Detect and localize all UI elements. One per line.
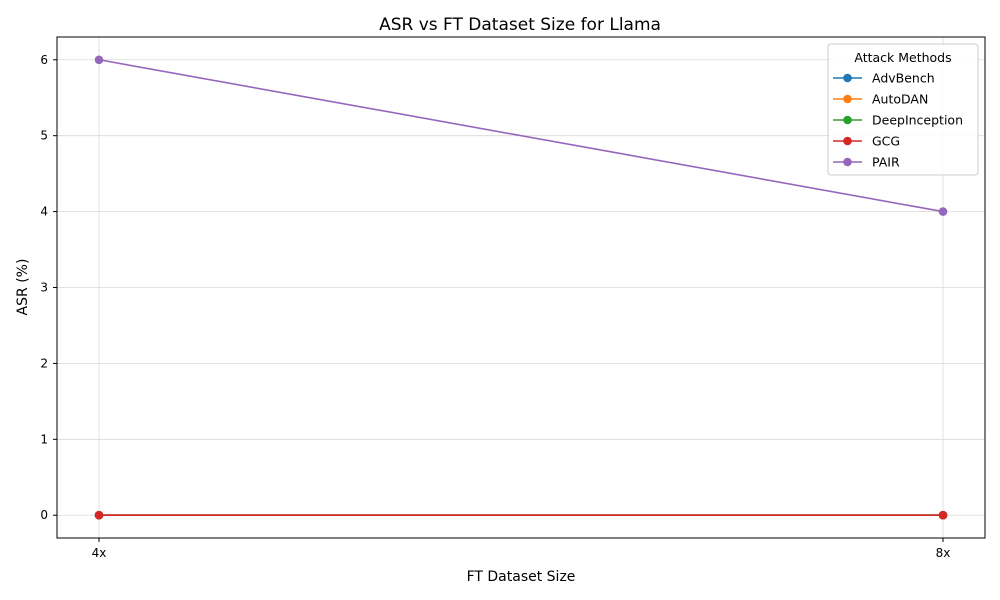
legend: Attack Methods AdvBench AutoDAN DeepIncept… xyxy=(827,43,979,176)
legend-marker-deepinception xyxy=(843,115,852,125)
y-axis-title: ASR (%) xyxy=(15,259,31,316)
legend-item-advbench: AdvBench xyxy=(833,71,935,86)
chart-title: ASR vs FT Dataset Size for Llama xyxy=(379,15,661,35)
x-axis: 4x 8x xyxy=(92,538,951,560)
legend-item-autodan: AutoDAN xyxy=(833,92,928,107)
series-gcg xyxy=(94,510,948,520)
legend-title: Attack Methods xyxy=(854,50,951,65)
legend-label-pair: PAIR xyxy=(872,155,900,170)
y-tick-label: 1 xyxy=(40,432,48,446)
y-tick-label: 2 xyxy=(40,356,48,370)
y-tick-label: 4 xyxy=(40,205,48,219)
series-layer xyxy=(94,55,948,520)
x-axis-title: FT Dataset Size xyxy=(467,569,576,585)
legend-marker-autodan xyxy=(843,94,852,104)
y-tick-label: 5 xyxy=(40,129,48,143)
legend-item-deepinception: DeepInception xyxy=(833,113,963,128)
y-axis: 0 1 2 3 4 5 6 xyxy=(40,53,57,522)
legend-box xyxy=(827,43,979,176)
data-point-pair xyxy=(94,55,104,65)
y-tick-label: 0 xyxy=(40,508,48,522)
data-point-gcg xyxy=(938,510,948,520)
legend-marker-pair xyxy=(843,157,852,167)
legend-label-deepinception: DeepInception xyxy=(872,113,963,128)
x-tick-label: 4x xyxy=(92,546,107,560)
data-point-gcg xyxy=(94,510,104,520)
y-tick-label: 3 xyxy=(40,281,48,295)
legend-marker-gcg xyxy=(843,136,852,146)
legend-label-gcg: GCG xyxy=(872,134,900,149)
series-pair xyxy=(94,55,948,216)
legend-item-gcg: GCG xyxy=(833,134,900,149)
legend-label-advbench: AdvBench xyxy=(872,71,935,86)
legend-label-autodan: AutoDAN xyxy=(872,92,928,107)
data-point-pair xyxy=(938,207,948,216)
legend-marker-advbench xyxy=(843,73,852,83)
x-tick-label: 8x xyxy=(936,546,951,560)
series-line-pair xyxy=(98,58,944,213)
y-tick-label: 6 xyxy=(40,53,48,67)
legend-item-pair: PAIR xyxy=(833,155,900,170)
legend-items: AdvBench AutoDAN DeepInception GCG PAIR xyxy=(833,71,963,170)
